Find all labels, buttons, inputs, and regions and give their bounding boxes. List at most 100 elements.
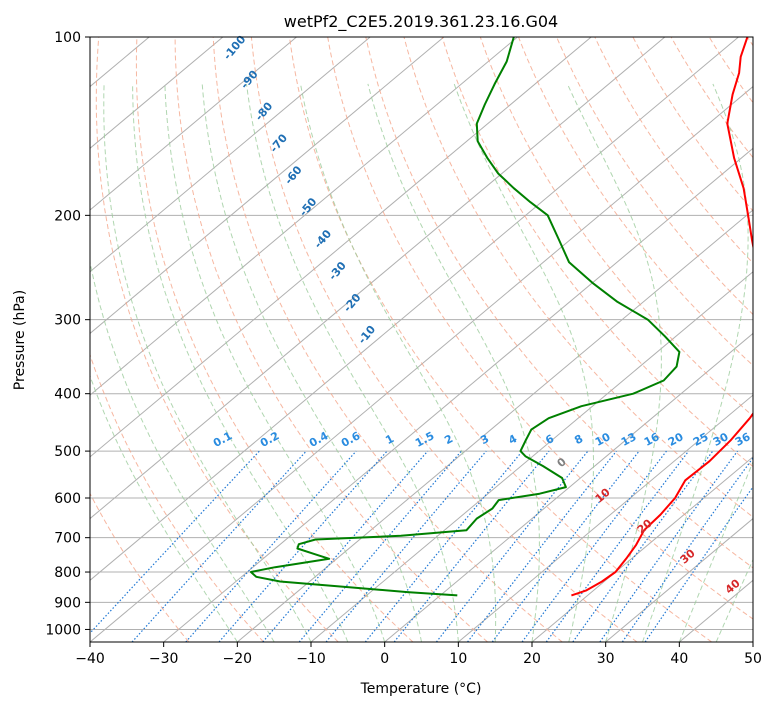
x-tick-label: −10	[296, 651, 326, 667]
mixing-ratio-line	[218, 450, 388, 642]
mixing-ratio-line	[131, 450, 307, 642]
plot-frame	[89, 36, 754, 643]
dry-adiabat	[403, 37, 753, 518]
chart-title: wetPf2_C2E5.2019.361.23.16.G04	[284, 12, 558, 32]
isotherm-gridline	[90, 37, 297, 211]
mixing-ratio-label: 1	[383, 432, 396, 447]
isotherm-gridline	[90, 37, 224, 149]
mixing-ratio-label: 20	[666, 430, 686, 449]
dry-adiabat	[327, 37, 753, 620]
moist-adiabat-label: 0	[555, 455, 569, 470]
dry-adiabat	[441, 37, 753, 468]
moist-adiabat	[201, 83, 422, 642]
mixing-ratio-label: 0.2	[258, 429, 281, 450]
moist-adiabat	[103, 83, 312, 642]
moist-adiabat	[164, 83, 386, 642]
dry-adiabat-label: -70	[267, 131, 290, 155]
dry-adiabat	[95, 37, 339, 642]
isotherm-gridline	[90, 37, 445, 335]
mixing-ratio-line	[298, 450, 462, 642]
grid-lines	[0, 37, 753, 642]
y-tick-label: 100	[54, 30, 81, 46]
mixing-ratio-line	[599, 450, 738, 642]
dry-adiabat	[90, 353, 264, 642]
y-tick-label: 800	[54, 565, 81, 581]
y-tick-label: 400	[54, 387, 81, 403]
mixing-ratio-label: 13	[619, 430, 639, 449]
mixing-ratio-label: 0.6	[339, 429, 363, 450]
y-tick-label: 600	[54, 491, 81, 507]
mixing-ratio-line	[491, 450, 640, 642]
dry-adiabat	[174, 37, 488, 642]
mixing-ratio-line	[325, 450, 487, 642]
isotherm-gridline	[90, 37, 592, 458]
dry-adiabat	[250, 37, 638, 642]
x-tick-label: 30	[597, 651, 615, 667]
mixing-ratio-line	[90, 450, 260, 634]
dry-adiabat	[365, 37, 753, 569]
x-tick-label: 40	[670, 651, 688, 667]
y-tick-label: 1000	[45, 622, 81, 638]
dry-adiabat	[708, 37, 753, 104]
moist-adiabat	[367, 83, 540, 642]
dry-adiabat	[670, 37, 753, 159]
isotherm-gridline	[605, 517, 753, 642]
y-tick-label: 500	[54, 444, 81, 460]
x-tick-label: 20	[523, 651, 541, 667]
x-tick-label: 50	[744, 651, 762, 667]
thermo-guide-lines	[90, 37, 753, 642]
mixing-ratio-label: 2	[442, 432, 455, 447]
mixing-ratio-label: 0.1	[211, 429, 234, 450]
x-tick-label: 10	[449, 651, 467, 667]
y-tick-label: 300	[54, 313, 81, 329]
x-tick-label: −20	[223, 651, 253, 667]
mixing-ratio-label: 6	[543, 432, 556, 447]
isotherm-gridline	[531, 456, 753, 642]
dry-adiabat	[212, 37, 563, 642]
x-tick-label: −30	[149, 651, 179, 667]
moist-adiabat	[715, 558, 753, 642]
isotherm-gridline	[90, 85, 753, 642]
dry-adiabat	[90, 492, 190, 642]
mixing-ratio-label: 16	[642, 430, 662, 449]
mixing-ratio-line	[521, 450, 667, 642]
moist-adiabat	[642, 83, 749, 642]
x-tick-label: −40	[75, 651, 105, 667]
moist-adiabat	[90, 259, 275, 642]
isotherm-gridline	[90, 37, 518, 396]
moist-adiabat	[566, 83, 662, 642]
isotherm-gridline	[90, 37, 666, 520]
moist-adiabat	[300, 83, 497, 642]
isotherm-gridline	[0, 37, 2, 642]
y-tick-label: 700	[54, 531, 81, 547]
mixing-ratio-line	[262, 450, 429, 642]
mixing-ratio-line	[545, 450, 690, 642]
dry-adiabat	[479, 37, 753, 417]
moist-adiabat	[132, 83, 349, 642]
dry-adiabat-label: -10	[356, 323, 379, 347]
isotherm-gridline	[163, 147, 753, 642]
profile-series	[249, 37, 753, 597]
moist-adiabat	[453, 83, 594, 642]
moist-adiabat	[246, 83, 459, 642]
moist-adiabat-label: 40	[723, 576, 743, 596]
mixing-ratio-label: 3	[478, 432, 491, 447]
temperature-profile	[571, 37, 753, 597]
moist-adiabat	[90, 374, 238, 642]
isotherm-gridline	[90, 37, 739, 581]
guide-line-labels: -100-90-80-70-60-50-40-30-20-10010203040…	[211, 33, 753, 597]
dry-adiabat-label: -20	[341, 291, 364, 315]
mixing-ratio-line	[393, 450, 550, 642]
dry-adiabat-label: -60	[282, 163, 305, 187]
dry-adiabat	[746, 37, 753, 47]
isotherm-gridline	[237, 209, 753, 642]
dry-adiabat-label: -40	[311, 227, 334, 251]
x-tick-label: 0	[380, 651, 389, 667]
dry-adiabat	[135, 37, 414, 642]
dry-adiabat	[518, 37, 753, 367]
mixing-ratio-line	[435, 450, 589, 642]
y-tick-label: 200	[54, 208, 81, 224]
moist-adiabat-label: 30	[678, 546, 698, 566]
mixing-ratio-line	[621, 456, 753, 642]
